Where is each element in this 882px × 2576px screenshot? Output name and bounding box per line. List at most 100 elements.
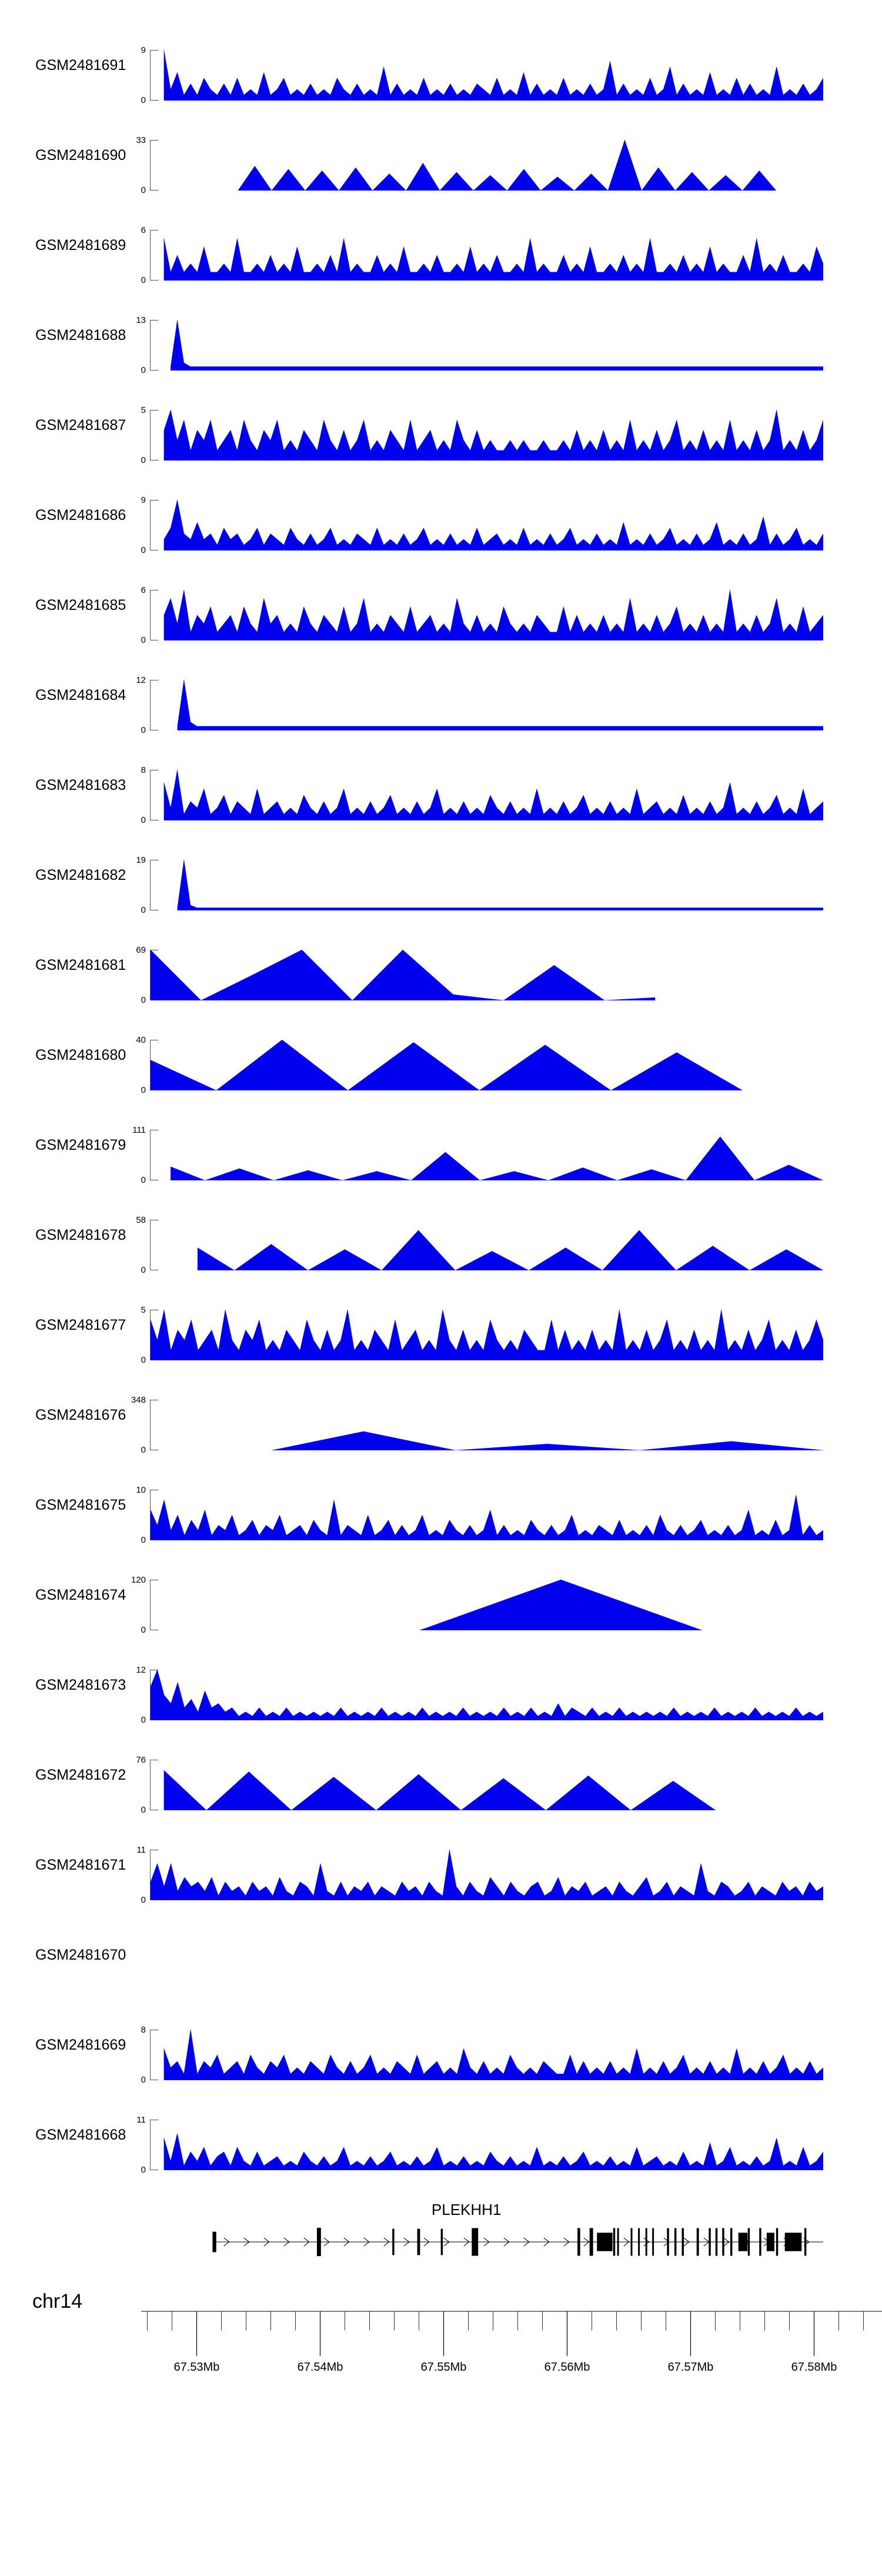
track-label: GSM2481688 — [35, 326, 126, 343]
coverage-track[interactable]: GSM2481683 8 0 — [0, 740, 882, 830]
coverage-track[interactable]: GSM2481669 8 0 — [0, 2000, 882, 2090]
coverage-track[interactable]: GSM2481670 — [0, 1910, 882, 2000]
track-plot-area[interactable]: 76 0 — [136, 1756, 823, 1814]
axis-coordinate-label: 67.55Mb — [420, 2361, 467, 2374]
y-axis-line — [150, 2030, 151, 2080]
track-label: GSM2481677 — [35, 1316, 126, 1333]
coverage-track[interactable]: GSM2481688 13 0 — [0, 290, 882, 380]
y-axis-max-label: 69 — [136, 945, 146, 955]
coordinate-axis-svg — [141, 2311, 882, 2356]
y-axis-max-label: 10 — [136, 1485, 146, 1495]
y-axis-max-label: 58 — [136, 1215, 146, 1225]
y-axis-line — [150, 1760, 151, 1810]
y-axis-top-tick — [150, 50, 158, 51]
coverage-track[interactable]: GSM2481682 19 0 — [0, 830, 882, 920]
y-axis-line — [150, 1850, 151, 1900]
coverage-track[interactable]: GSM2481691 9 0 — [0, 20, 882, 110]
y-axis-min-label: 0 — [141, 905, 146, 915]
coverage-signal — [151, 410, 823, 461]
coverage-track[interactable]: GSM2481681 69 0 — [0, 920, 882, 1010]
coverage-track[interactable]: GSM2481680 40 0 — [0, 1010, 882, 1100]
track-plot-area[interactable]: 13 0 — [136, 316, 823, 375]
y-axis-min-label: 0 — [141, 1445, 146, 1455]
track-label: GSM2481681 — [35, 956, 126, 973]
track-plot-area[interactable] — [150, 1940, 823, 1990]
track-plot-area[interactable]: 33 0 — [136, 136, 823, 195]
chromosome-label: chr14 — [32, 2290, 83, 2313]
y-axis-line — [150, 860, 151, 910]
y-axis-max-label: 8 — [141, 765, 146, 775]
track-plot-area[interactable]: 10 0 — [136, 1486, 823, 1544]
track-plot-area[interactable]: 111 0 — [132, 1126, 823, 1184]
coverage-track[interactable]: GSM2481687 5 0 — [0, 380, 882, 470]
track-plot-area[interactable]: 11 0 — [136, 2115, 823, 2174]
coverage-track[interactable]: GSM2481677 5 0 — [0, 1280, 882, 1370]
y-axis-top-tick — [150, 140, 158, 141]
track-label: GSM2481669 — [35, 2036, 126, 2053]
gene-annotation-track[interactable]: PLEKHH1 — [0, 2185, 882, 2274]
y-axis-line — [150, 1310, 151, 1360]
coverage-track[interactable]: GSM2481679 111 0 — [0, 1100, 882, 1190]
track-plot-area[interactable]: 19 0 — [136, 856, 823, 915]
y-axis-line — [150, 1400, 151, 1450]
y-axis-line — [150, 1220, 151, 1270]
track-plot-area[interactable]: 69 0 — [136, 946, 823, 1005]
y-axis-line — [150, 1490, 151, 1540]
gene-model-svg — [212, 2227, 823, 2257]
y-axis-min-label: 0 — [141, 455, 146, 465]
track-plot-area[interactable]: 40 0 — [136, 1036, 823, 1095]
coverage-track[interactable]: GSM2481690 33 0 — [0, 110, 882, 200]
coverage-track[interactable]: GSM2481674 120 0 — [0, 1550, 882, 1640]
track-plot-area[interactable]: 12 0 — [136, 1666, 823, 1724]
y-axis-line — [150, 1670, 151, 1720]
coverage-track[interactable]: GSM2481672 76 0 — [0, 1730, 882, 1820]
y-axis-min-label: 0 — [141, 275, 146, 285]
y-axis-min-label: 0 — [141, 1625, 146, 1635]
axis-coordinate-label: 67.58Mb — [791, 2361, 837, 2374]
y-axis-max-label: 5 — [141, 405, 146, 415]
coverage-track[interactable]: GSM2481675 10 0 — [0, 1460, 882, 1550]
coverage-track[interactable]: GSM2481676 348 0 — [0, 1370, 882, 1460]
coverage-track[interactable]: GSM2481678 58 0 — [0, 1190, 882, 1280]
coverage-signal — [151, 1580, 823, 1630]
coverage-track[interactable]: GSM2481689 6 0 — [0, 200, 882, 290]
coverage-track[interactable]: GSM2481685 6 0 — [0, 560, 882, 650]
coverage-signal — [151, 680, 823, 730]
y-axis-line — [150, 50, 151, 101]
track-label: GSM2481675 — [35, 1496, 126, 1513]
y-axis-line — [150, 950, 151, 1000]
y-axis-max-label: 5 — [141, 1305, 146, 1315]
coverage-signal — [151, 140, 823, 191]
track-plot-area[interactable]: 348 0 — [131, 1396, 823, 1454]
track-label: GSM2481680 — [35, 1046, 126, 1063]
gene-name-label: PLEKHH1 — [431, 2201, 502, 2218]
track-label: GSM2481689 — [35, 236, 126, 253]
track-plot-area[interactable]: 11 0 — [136, 1846, 823, 1904]
track-plot-area[interactable]: 120 0 — [131, 1576, 823, 1634]
coverage-track[interactable]: GSM2481673 12 0 — [0, 1640, 882, 1730]
track-plot-area[interactable]: 58 0 — [136, 1216, 823, 1274]
coverage-track[interactable]: GSM2481684 12 0 — [0, 650, 882, 740]
y-axis-line — [150, 1040, 151, 1090]
y-axis-min-label: 0 — [141, 185, 146, 195]
y-axis-max-label: 19 — [136, 855, 146, 865]
track-plot-area[interactable]: 12 0 — [136, 676, 823, 735]
y-axis-min-label: 0 — [141, 1175, 146, 1185]
coverage-signal — [151, 1850, 823, 1900]
coverage-track[interactable]: GSM2481686 9 0 — [0, 470, 882, 560]
coverage-signal — [151, 1760, 823, 1810]
y-axis-line — [150, 1130, 151, 1180]
chromosome-coordinate-axis: chr14 67.53Mb 67.54Mb 67.55Mb 67.56Mb 67.57M… — [0, 2280, 882, 2415]
y-axis-min-label: 0 — [141, 1085, 146, 1095]
coverage-track[interactable]: GSM2481671 11 0 — [0, 1820, 882, 1910]
coverage-track[interactable]: GSM2481668 11 0 — [0, 2090, 882, 2180]
